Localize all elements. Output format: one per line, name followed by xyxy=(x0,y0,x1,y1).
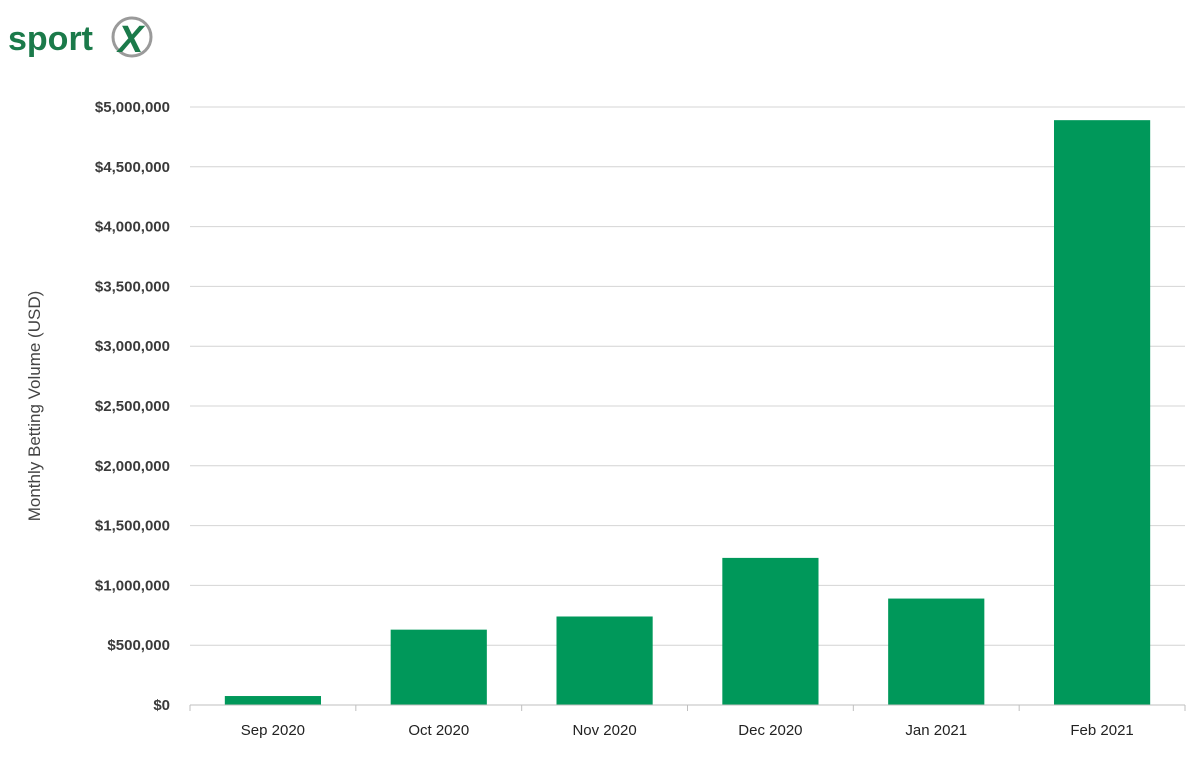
x-tick-label: Nov 2020 xyxy=(572,722,636,739)
y-tick-label: $0 xyxy=(153,697,170,714)
y-axis-label: Monthly Betting Volume (USD) xyxy=(25,291,44,522)
logo-circle-icon xyxy=(111,16,153,58)
sportx-logo: sport X xyxy=(8,16,153,61)
logo-mark: X xyxy=(116,19,146,61)
y-tick-label: $1,000,000 xyxy=(95,577,170,594)
logo-wordmark: sport xyxy=(8,20,93,58)
y-tick-label: $3,000,000 xyxy=(95,338,170,355)
y-tick-label: $5,000,000 xyxy=(95,99,170,116)
x-tick-label: Oct 2020 xyxy=(408,722,469,739)
bar xyxy=(1053,120,1151,705)
bar xyxy=(556,616,653,705)
y-tick-label: $3,500,000 xyxy=(95,278,170,295)
bar xyxy=(224,696,322,705)
y-tick-label: $1,500,000 xyxy=(95,518,170,535)
y-tick-label: $2,500,000 xyxy=(95,398,170,415)
bar xyxy=(722,557,819,705)
y-axis-ticks: $0 $500,000 $1,000,000 $1,500,000 $2,000,000… xyxy=(95,99,170,714)
x-tick-label: Dec 2020 xyxy=(738,722,802,739)
y-tick-label: $2,000,000 xyxy=(95,458,170,475)
bars xyxy=(224,120,1151,705)
x-tick-label: Sep 2020 xyxy=(241,722,305,739)
y-tick-label: $4,000,000 xyxy=(95,219,170,236)
bar xyxy=(888,598,985,705)
y-tick-label: $4,500,000 xyxy=(95,159,170,176)
bar xyxy=(390,629,487,705)
x-tick-label: Jan 2021 xyxy=(905,722,967,739)
gridlines xyxy=(190,106,1185,646)
x-tick-label: Feb 2021 xyxy=(1070,722,1133,739)
x-axis-ticks: Sep 2020 Oct 2020 Nov 2020 Dec 2020 Jan 2021… xyxy=(189,705,1186,739)
y-tick-label: $500,000 xyxy=(107,637,170,654)
